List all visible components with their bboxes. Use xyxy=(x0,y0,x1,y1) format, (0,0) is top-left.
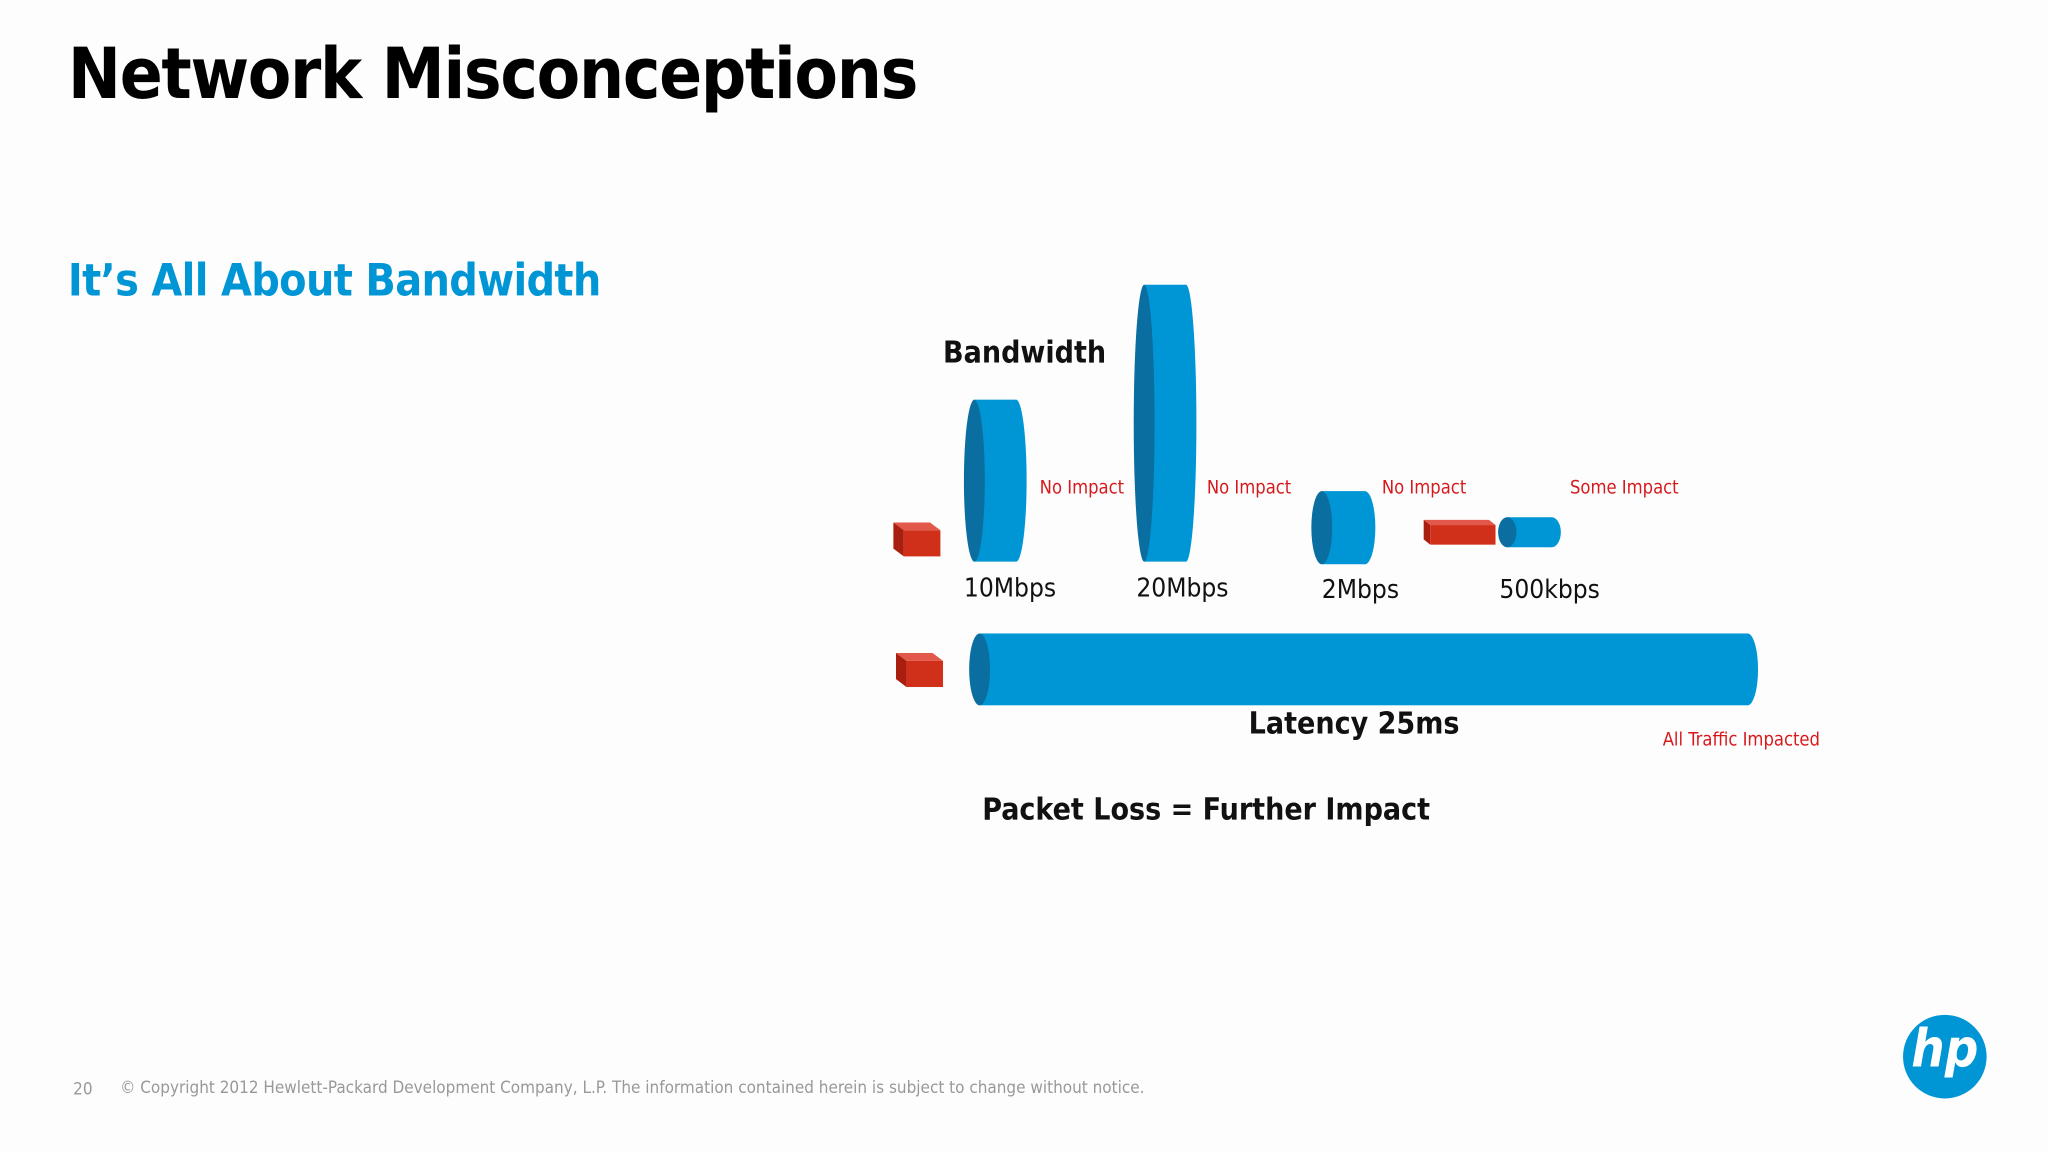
bandwidth-label: Bandwidth xyxy=(943,335,1106,370)
latency-label: Latency 25ms xyxy=(1249,706,1460,741)
logo: hp xyxy=(1911,1020,1978,1080)
pipe-part xyxy=(1311,491,1333,565)
latency-impact: All Traffic Impacted xyxy=(1663,730,1820,751)
page-number: 20 xyxy=(73,1079,92,1099)
pipe-part xyxy=(1498,517,1517,548)
impact-label: No Impact xyxy=(1382,477,1467,498)
impact-label: No Impact xyxy=(1040,477,1125,498)
pipe-part xyxy=(963,399,985,562)
logo-circle xyxy=(1903,1014,1987,1099)
pipe-part xyxy=(1133,284,1155,562)
subtitle: It’s All About Bandwidth xyxy=(68,255,601,306)
title: Network Misconceptions xyxy=(68,33,917,115)
pipe-part xyxy=(969,633,991,706)
pipe-label: 10Mbps xyxy=(964,574,1056,604)
pipes xyxy=(963,284,1759,706)
pipe-part xyxy=(979,633,1748,706)
pipe-label: 500kbps xyxy=(1499,575,1600,605)
packet-icons xyxy=(893,519,1496,688)
copyright: © Copyright 2012 Hewlett-Packard Develop… xyxy=(120,1078,1144,1098)
impact-label: Some Impact xyxy=(1570,477,1679,498)
impact-label: No Impact xyxy=(1207,477,1292,498)
pipe-label: 2Mbps xyxy=(1322,575,1399,605)
packet-loss-label: Packet Loss = Further Impact xyxy=(982,793,1430,828)
pipe-label: 20Mbps xyxy=(1136,574,1228,604)
